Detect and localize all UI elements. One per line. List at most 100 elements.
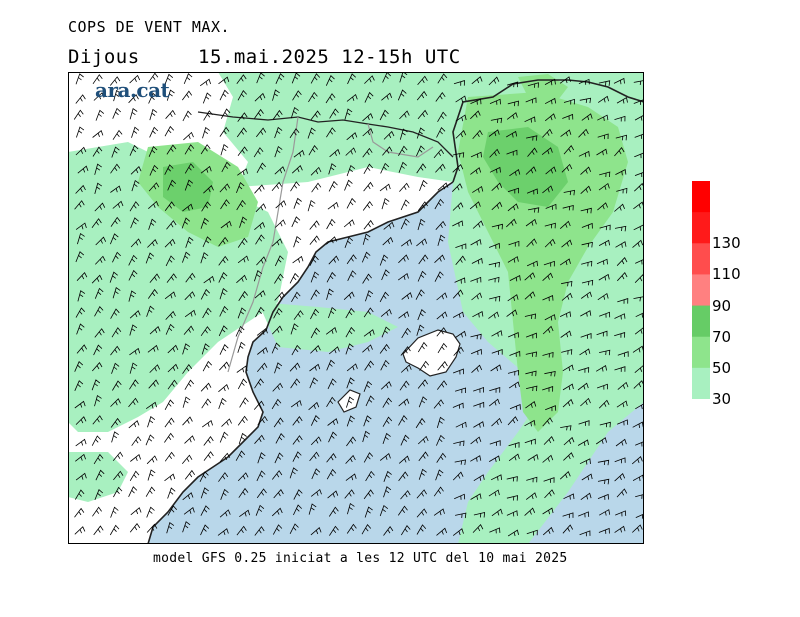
wind-barb bbox=[400, 239, 412, 247]
wind-barb bbox=[93, 344, 103, 356]
wind-barb bbox=[436, 452, 447, 463]
wind-barb bbox=[307, 127, 316, 139]
wind-barb bbox=[256, 162, 266, 173]
wind-barb bbox=[454, 459, 466, 466]
wind-barb bbox=[598, 273, 610, 281]
island-mallorca bbox=[402, 329, 461, 377]
wind-barb bbox=[219, 431, 229, 443]
wind-barb bbox=[525, 492, 537, 500]
wind-barb bbox=[146, 523, 158, 533]
wind-barb bbox=[238, 432, 247, 445]
wind-barb bbox=[527, 147, 538, 157]
wind-barb bbox=[275, 73, 285, 84]
wind-barb bbox=[183, 73, 193, 85]
wind-barb bbox=[542, 325, 554, 335]
wind-barb bbox=[237, 168, 248, 176]
wind-barb bbox=[580, 207, 592, 214]
wind-barb bbox=[347, 270, 357, 281]
wind-barb bbox=[452, 471, 464, 481]
wind-barb bbox=[614, 366, 626, 372]
wind-barb bbox=[507, 294, 519, 302]
wind-barb bbox=[271, 398, 282, 410]
wind-barb bbox=[110, 233, 119, 245]
wind-barb bbox=[75, 184, 86, 194]
wind-barb bbox=[616, 257, 628, 266]
wind-barb bbox=[417, 379, 429, 389]
wind-barb bbox=[454, 387, 467, 394]
wind-barb bbox=[272, 109, 283, 120]
wind-barb bbox=[434, 198, 445, 210]
wind-barb bbox=[149, 326, 161, 335]
wind-barb bbox=[580, 166, 592, 175]
wind-barb bbox=[145, 434, 155, 446]
wind-barb bbox=[129, 523, 141, 533]
wind-barb bbox=[542, 351, 554, 358]
wind-barb bbox=[379, 504, 389, 517]
wind-barb bbox=[346, 396, 355, 408]
wind-barb bbox=[200, 144, 211, 155]
wind-barb bbox=[92, 146, 103, 157]
wind-barb bbox=[328, 180, 338, 192]
wind-barb bbox=[455, 243, 467, 250]
wind-barb bbox=[525, 166, 537, 175]
wind-barb bbox=[200, 505, 210, 516]
wind-barb bbox=[363, 489, 374, 500]
wind-barb bbox=[577, 382, 589, 391]
wind-barb bbox=[473, 511, 486, 518]
wind-barb bbox=[381, 197, 390, 210]
wind-barb bbox=[399, 182, 410, 192]
wind-barb bbox=[489, 98, 501, 105]
wind-barb bbox=[506, 309, 518, 317]
wind-barb bbox=[382, 397, 393, 408]
wind-barb bbox=[473, 401, 485, 408]
wind-barb bbox=[525, 218, 537, 227]
wind-barb bbox=[580, 492, 592, 501]
wind-barb bbox=[310, 415, 320, 426]
wind-barb bbox=[544, 370, 556, 377]
wind-barb bbox=[616, 488, 628, 498]
wind-barb bbox=[491, 508, 503, 517]
wind-barb bbox=[362, 233, 371, 245]
wind-barb bbox=[455, 330, 467, 338]
wind-barb bbox=[289, 272, 299, 284]
wind-barb bbox=[148, 92, 158, 104]
wind-barb bbox=[290, 323, 299, 335]
wind-barb bbox=[417, 201, 428, 211]
wind-barb bbox=[91, 362, 103, 372]
wind-barb bbox=[110, 398, 121, 407]
wind-barb bbox=[417, 341, 428, 353]
wind-barb bbox=[309, 363, 321, 372]
wind-barb bbox=[364, 91, 374, 103]
wind-barb bbox=[635, 441, 644, 447]
wind-barb bbox=[437, 73, 448, 84]
wind-barb bbox=[201, 201, 211, 212]
wind-barb bbox=[129, 362, 138, 374]
wind-barb bbox=[291, 344, 301, 356]
wind-barb bbox=[471, 76, 483, 85]
wind-barb bbox=[93, 92, 105, 101]
wind-barb bbox=[581, 241, 593, 248]
wind-barb bbox=[470, 348, 482, 356]
wind-barb bbox=[400, 218, 410, 230]
wind-barb bbox=[596, 330, 608, 337]
wind-barb bbox=[454, 277, 466, 284]
wind-barb bbox=[489, 148, 500, 158]
wind-barb bbox=[218, 384, 229, 393]
wind-barb bbox=[436, 292, 448, 301]
wind-barb bbox=[381, 92, 393, 101]
wind-barb bbox=[130, 238, 142, 248]
wind-barb bbox=[202, 92, 212, 104]
wind-barb bbox=[255, 504, 265, 516]
wind-barb bbox=[253, 108, 264, 119]
wind-barb bbox=[524, 438, 536, 445]
wind-barb bbox=[488, 311, 500, 319]
wind-barb bbox=[509, 169, 521, 177]
wind-barb bbox=[289, 128, 300, 139]
wind-barb bbox=[254, 434, 265, 444]
wind-barb bbox=[379, 254, 389, 266]
wind-barb bbox=[129, 201, 140, 212]
wind-barb bbox=[437, 182, 449, 191]
wind-barb bbox=[236, 199, 246, 211]
wind-barb bbox=[131, 126, 140, 138]
wind-barb bbox=[110, 216, 121, 227]
